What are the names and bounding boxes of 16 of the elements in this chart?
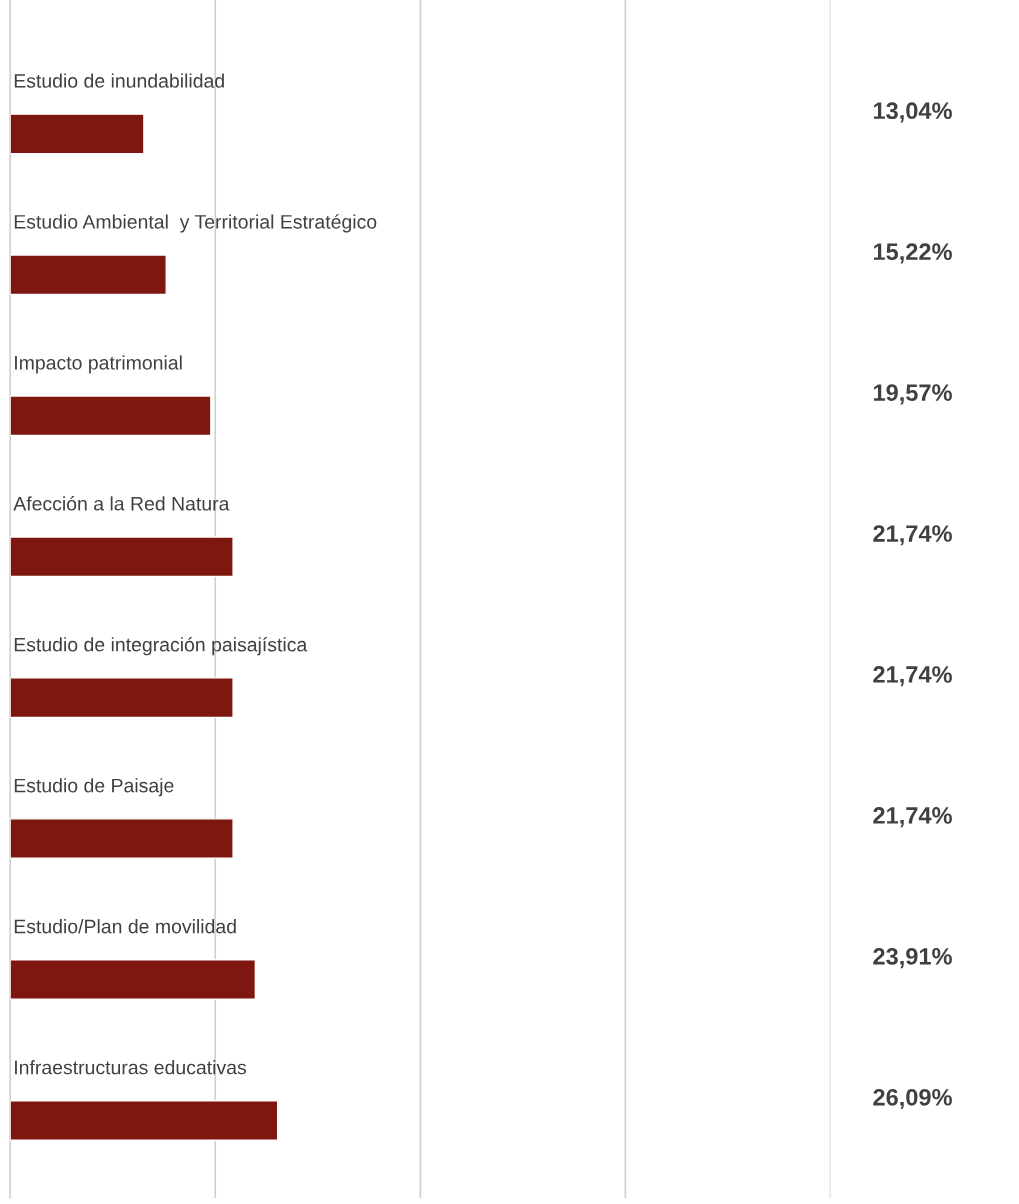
y-tick-label: Estudio de Paisaje [14, 778, 174, 797]
y-tick-label: Estudio de inundabilidad [14, 73, 224, 88]
data-label: 26,09% [873, 1088, 952, 1110]
data-label: 15,22% [873, 243, 952, 264]
y-tick-label: Infraestructuras educativas [15, 1060, 247, 1075]
data-label: 21,74% [873, 807, 952, 828]
data-label: 19,57% [873, 384, 952, 405]
data-label: 21,74% [873, 525, 952, 546]
data-label: 13,04% [873, 102, 952, 123]
y-tick-label: Estudio de integración paisajística [14, 637, 308, 656]
data-label: 23,91% [873, 948, 952, 969]
y-tick-label: Estudio/Plan de movilidad [14, 919, 236, 934]
y-tick-label: Estudio Ambiental y Territorial Estratégico [14, 214, 377, 233]
data-label: 21,74% [873, 666, 952, 687]
y-tick-label: Afección a la Red Natura [13, 496, 230, 511]
y-tick-label: Impacto patrimonial [15, 355, 182, 374]
